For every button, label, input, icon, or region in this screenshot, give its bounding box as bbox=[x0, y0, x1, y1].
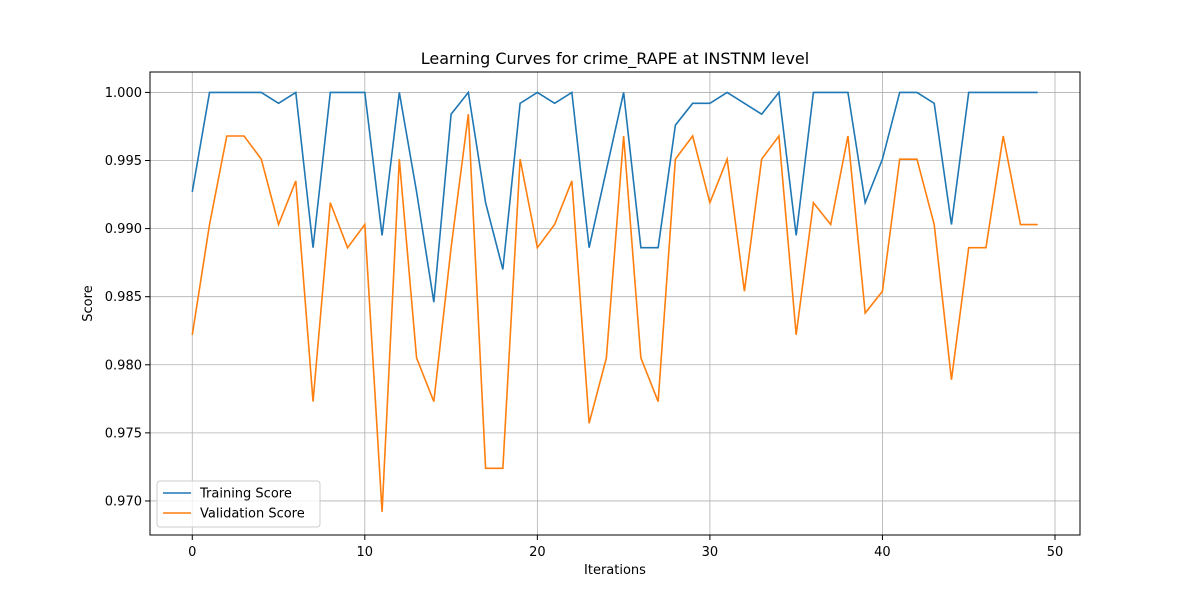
legend-box bbox=[156, 480, 321, 528]
axis-ticks: 0 10 20 30 40 50 0.970 0.975 0.980 0.985 0.990 0.99… bbox=[105, 86, 1063, 560]
x-tick-label: 10 bbox=[357, 545, 374, 560]
series-lines bbox=[191, 90, 1038, 512]
grid bbox=[150, 72, 1080, 535]
x-tick-label: 50 bbox=[1047, 545, 1064, 560]
y-axis-title: Score bbox=[81, 285, 96, 321]
legend-label: Validation Score bbox=[200, 507, 305, 522]
series-line-validation-score bbox=[191, 114, 1038, 512]
legend: Training Score Validation Score bbox=[156, 480, 321, 528]
x-axis-title: Iterations bbox=[584, 563, 646, 578]
x-tick-label: 0 bbox=[188, 545, 196, 560]
y-tick-label: 0.985 bbox=[105, 290, 142, 305]
chart-title: Learning Curves for crime_RAPE at INSTNM… bbox=[421, 49, 809, 69]
legend-label: Training Score bbox=[199, 487, 292, 502]
y-tick-label: 1.000 bbox=[105, 86, 142, 101]
y-tick-label: 0.980 bbox=[105, 358, 142, 373]
y-tick-label: 0.995 bbox=[105, 154, 142, 169]
y-tick-label: 0.970 bbox=[105, 494, 142, 509]
y-tick-label: 0.975 bbox=[105, 426, 142, 441]
x-tick-label: 30 bbox=[702, 545, 719, 560]
x-tick-label: 40 bbox=[874, 545, 891, 560]
x-tick-label: 20 bbox=[529, 545, 546, 560]
y-tick-label: 0.990 bbox=[105, 222, 142, 237]
plot-frame bbox=[149, 71, 1081, 536]
series-line-training-score bbox=[191, 90, 1038, 303]
